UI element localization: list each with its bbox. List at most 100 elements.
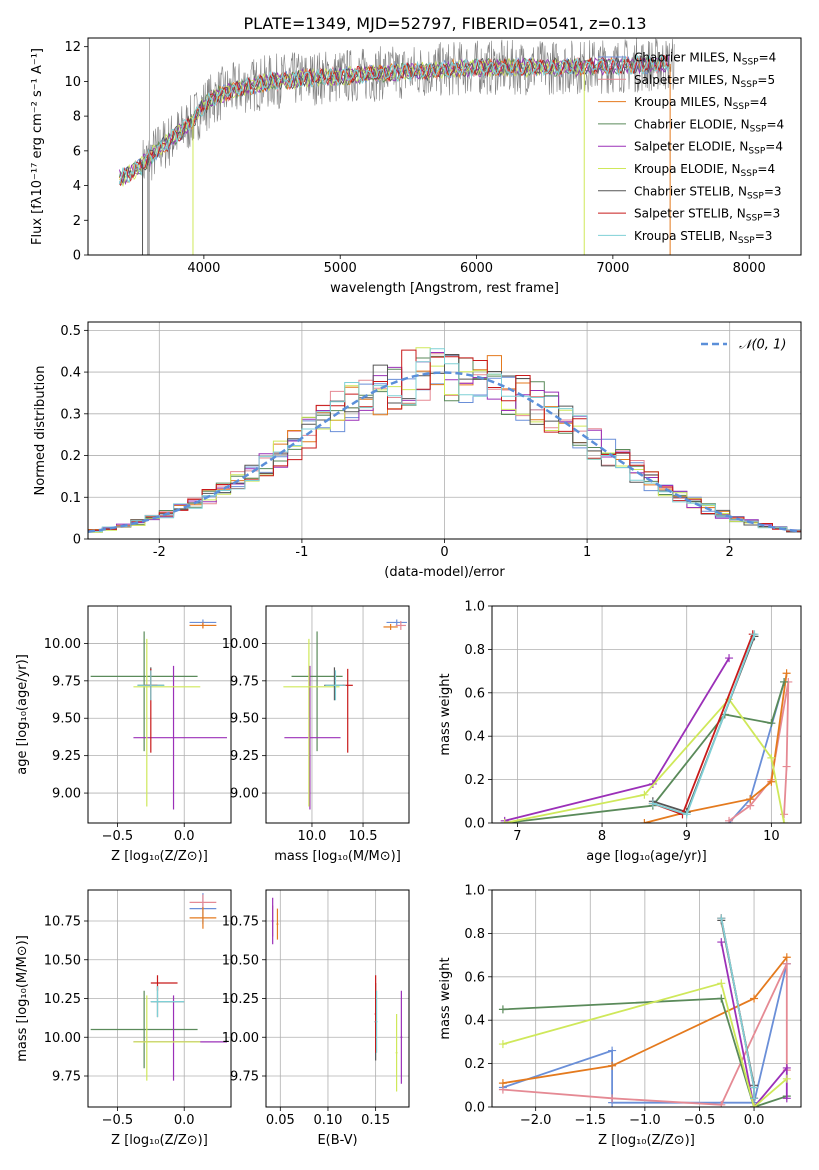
massweight_vs_age-series-kroupa_stelib: [648, 630, 759, 819]
legend-label-suffix: =4: [750, 95, 768, 109]
legend-label-chabrier_miles: Chabrier MILES, NSSP=4: [634, 51, 776, 68]
age_vs_Z-point-8: [137, 670, 165, 701]
age_vs_mass-ytick-label-4: 10.00: [222, 637, 259, 652]
series-marker-1: [640, 790, 649, 799]
mass_vs_Z-xlabel: Z [log₁₀(Z/Z⊙)]: [111, 1133, 208, 1148]
mass_vs_ebv-xlabel: E(B-V): [317, 1133, 357, 1148]
series-marker-4: [780, 819, 789, 823]
age_vs_Z-ytick-label-4: 10.00: [44, 637, 81, 652]
residuals-xtick-label-0: -2: [153, 545, 166, 560]
series-marker-5: [780, 810, 789, 819]
massweight_vs_Z-xtick-label-3: −0.5: [684, 1113, 716, 1128]
mass_vs_Z-xtick-label-1: 0.0: [174, 1113, 195, 1128]
age_vs_mass-point-1: [395, 620, 406, 630]
mass_vs_Z-panel: −0.5 0.0 9.75 10.00 10.25 10.50 10.75 Z [log₁₀(…: [15, 889, 232, 1148]
series-marker-1: [682, 810, 691, 819]
series-marker-3: [767, 753, 776, 762]
massweight_vs_age-xtick-label-2: 9: [683, 829, 691, 844]
series-marker-2: [750, 1094, 759, 1103]
spectrum-plot-area: [118, 38, 675, 255]
age_vs_Z-plot-area: [90, 619, 227, 810]
series-marker-1: [608, 1094, 617, 1103]
spectrum-frame: [87, 37, 802, 256]
mass_vs_ebv-plot-area: [271, 897, 403, 1092]
mass_vs_ebv-point-7: [400, 990, 403, 1084]
mass_vs_Z-point-3: [90, 990, 198, 1069]
series-marker-4: [782, 669, 791, 678]
massweight_vs_Z-ytick-label-5: 1.0: [464, 884, 485, 899]
mass_vs_ebv-ytick-label-1: 10.00: [222, 1031, 259, 1046]
legend-label-chabrier_elodie: Chabrier ELODIE, NSSP=4: [634, 117, 784, 134]
legend-label-text: Salpeter MILES, N: [634, 73, 741, 87]
legend-label-salpeter_miles: Salpeter MILES, NSSP=5: [634, 73, 775, 90]
legend-label-suffix: =3: [764, 184, 782, 198]
legend-label-suffix: =4: [757, 162, 775, 176]
mass_vs_ebv-point-2: [276, 908, 279, 940]
mass_vs_Z-ylabel: mass [log₁₀(M/M⊙)]: [15, 935, 30, 1062]
age_vs_mass-point-5: [283, 638, 340, 807]
series-marker-0: [498, 1079, 507, 1088]
series-marker-0: [500, 819, 509, 823]
legend-label-salpeter_elodie: Salpeter ELODIE, NSSP=4: [634, 140, 783, 157]
series-marker-0: [717, 914, 726, 923]
age_vs_Z-xtick-label-1: 0.0: [174, 829, 195, 844]
age_vs_mass-xlabel: mass [log₁₀(M/M⊙)]: [274, 849, 401, 864]
mass_vs_Z-point-4: [133, 995, 227, 1081]
residuals-xlabel: (data-model)/error: [384, 565, 505, 580]
massweight_vs_age-ytick-label-2: 0.4: [464, 730, 485, 745]
massweight_vs_Z-ylabel: mass weight: [438, 957, 453, 1039]
massweight_vs_Z-xtick-label-0: −2.0: [520, 1113, 552, 1128]
age_vs_Z-xtick-label-0: −0.5: [102, 829, 134, 844]
series-line: [504, 681, 785, 823]
age_vs_mass-ytick-label-2: 9.50: [230, 712, 259, 727]
legend-label-text: Kroupa STELIB, N: [634, 229, 738, 243]
age_vs_Z-point-5: [133, 638, 201, 807]
series-marker-4: [782, 762, 791, 771]
legend-label-text: Chabrier MILES, N: [634, 51, 742, 65]
series-marker-3: [767, 777, 776, 786]
spectrum-xtick-label-3: 7000: [596, 261, 629, 276]
legend-label-sub: SSP: [746, 214, 763, 224]
series-line: [502, 982, 788, 1107]
series-line: [504, 697, 785, 823]
massweight_vs_Z-series-kroupa_stelib: [717, 914, 759, 1103]
age_vs_mass-point-2: [383, 623, 398, 630]
mass_vs_Z-ytick-label-4: 10.75: [44, 915, 81, 930]
legend-label-sub: SSP: [738, 236, 755, 246]
legend-label-text: Salpeter STELIB, N: [634, 207, 746, 221]
mass_vs_Z-xtick-label-0: −0.5: [102, 1113, 134, 1128]
massweight_vs_Z-ytick-label-0: 0.0: [464, 1101, 485, 1116]
series-line: [504, 657, 730, 822]
massweight_vs_Z-plot-area: [498, 914, 791, 1107]
mass_vs_ebv-ytick-label-3: 10.50: [222, 953, 259, 968]
series-marker-1: [608, 1061, 617, 1070]
age_vs_Z-ytick-label-0: 9.00: [52, 787, 81, 802]
massweight_vs_age-ytick-label-0: 0.0: [464, 817, 485, 832]
series-marker-2: [750, 994, 759, 1003]
mass_vs_Z-point-7: [150, 975, 178, 991]
massweight_vs_age-frame: [491, 605, 802, 824]
series-line: [502, 956, 788, 1084]
mass_vs_Z-point-5: [133, 995, 201, 1081]
series-marker-2: [750, 1103, 759, 1107]
legend-label-sub: SSP: [741, 169, 758, 179]
spectrum-panel: 4000 5000 6000 7000 8000 0 2 4 6 8 10 12 wavelength …: [30, 37, 802, 296]
legend-label-kroupa_elodie: Kroupa ELODIE, NSSP=4: [634, 162, 775, 179]
spectrum-ytick-label-0: 0: [73, 249, 81, 264]
spectrum-ylabel: Flux [fλ10⁻¹⁷ erg cm⁻² s⁻¹ A⁻¹]: [30, 48, 45, 245]
model-line-salpeter_miles: [119, 55, 670, 184]
age_vs_mass-plot-area: [283, 619, 407, 810]
age_vs_mass-point-8: [325, 670, 346, 701]
age_vs_Z-point-4: [133, 665, 227, 810]
legend-label-normal: 𝒩(0, 1): [739, 338, 786, 353]
mass_vs_ebv-ytick-label-4: 10.75: [222, 915, 259, 930]
spectrum-xlabel: wavelength [Angstrom, rest frame]: [330, 281, 559, 296]
legend-label-suffix: =3: [755, 229, 773, 243]
mass_vs_ebv-point-1: [271, 897, 274, 945]
residuals-ytick-label-2: 0.2: [60, 449, 81, 464]
legend-label-suffix: =5: [757, 73, 775, 87]
mass_vs_ebv-xtick-label-1: 0.10: [313, 1113, 342, 1128]
residuals-ytick-label-5: 0.5: [60, 324, 81, 339]
